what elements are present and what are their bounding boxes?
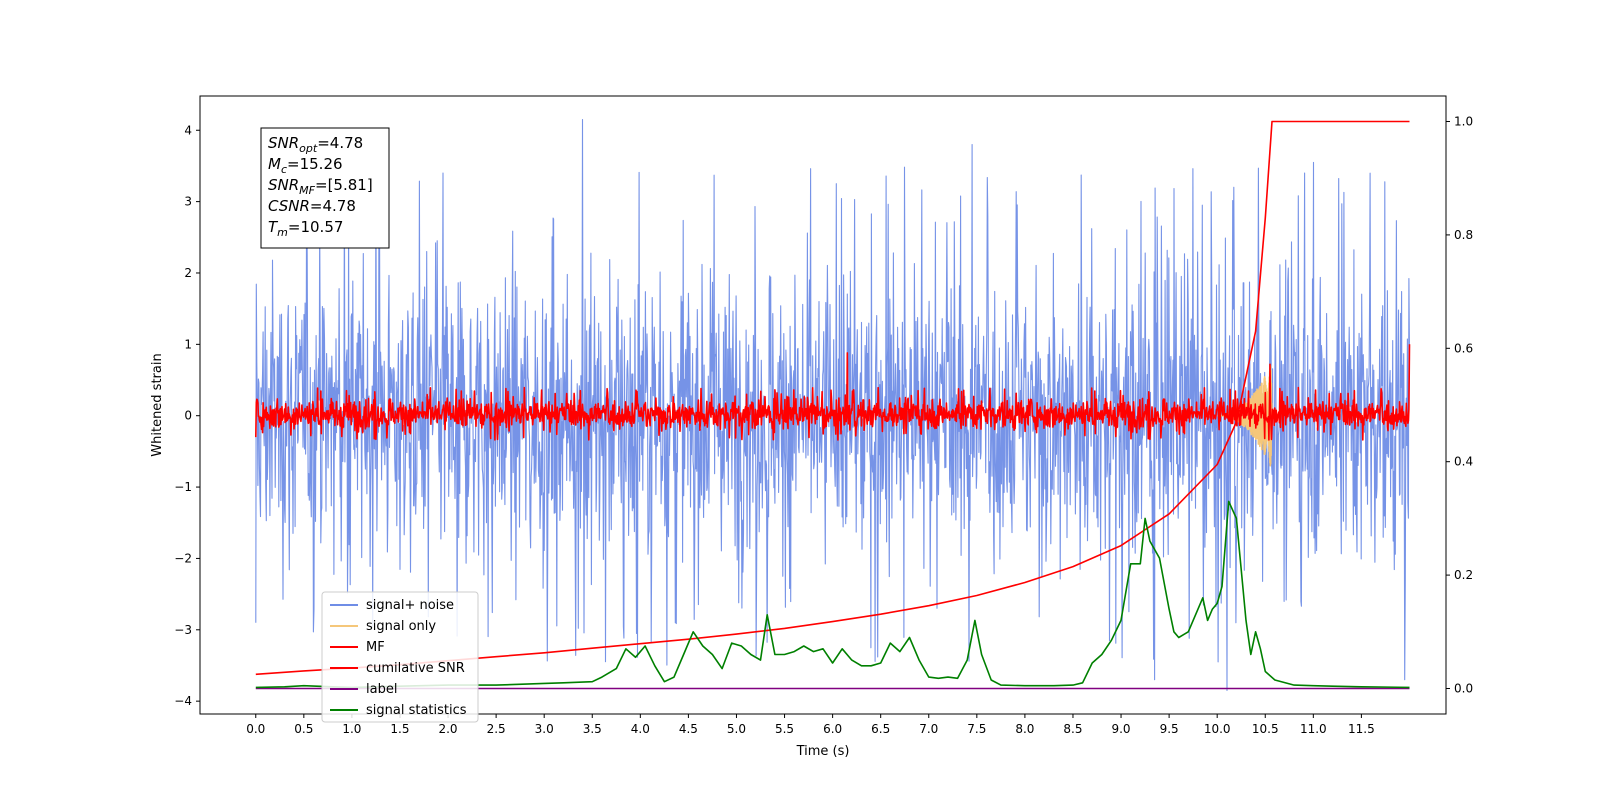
x-tick-label: 8.5 [1063,722,1082,736]
y-right-tick-label: 0.4 [1454,455,1473,469]
annotation-box: SNRopt=4.78Mc=15.26SNRMF=[5.81]CSNR=4.78… [260,127,390,249]
x-tick-label: 10.0 [1204,722,1231,736]
y-left-tick-label: 1 [184,337,192,351]
y-right-tick-label: 0.8 [1454,228,1473,242]
x-tick-label: 11.0 [1300,722,1327,736]
y-left-tick-label: −4 [174,694,192,708]
annotation-var: M [268,155,281,173]
annotation-frame [260,127,390,249]
legend: signal+ noise signal only MF cumilative SNR… [321,591,479,723]
x-tick-label: 7.5 [967,722,986,736]
annotation-line: Mc=15.26 [268,155,343,176]
x-tick-label: 8.0 [1015,722,1034,736]
legend-label: label [366,682,397,697]
annotation-value: =15.26 [287,155,343,173]
annotation-var: T [268,218,279,236]
legend-label: signal only [366,619,436,634]
series-line-2 [255,344,1411,441]
y-right-tick-label: 0.0 [1454,681,1473,695]
x-tick-label: 0.0 [246,722,265,736]
x-tick-label: 10.5 [1252,722,1279,736]
legend-label: cumilative SNR [366,661,465,676]
annotation-var: SNR [268,134,299,152]
x-tick-label: 4.0 [631,722,650,736]
y-left-tick-label: −2 [174,551,192,565]
axes-layer: 0.0 0.5 1.0 1.5 2.0 2.5 3.0 3.5 4.0 4.5 5.0 5.5 6.0 6… [174,115,1473,736]
y-left-tick-label: 0 [184,409,192,423]
legend-label: signal statistics [366,703,467,718]
y-axis-label: Whitened strain [150,353,165,456]
x-tick-label: 3.0 [535,722,554,736]
annotation-line: CSNR=4.78 [268,197,356,215]
y-right-tick-label: 1.0 [1454,115,1473,129]
x-tick-label: 2.5 [487,722,506,736]
legend-label: MF [366,640,385,655]
annotation-value: =4.78 [317,134,363,152]
x-tick-label: 6.5 [871,722,890,736]
annotation-sub: opt [299,142,318,155]
legend-label: signal+ noise [366,598,454,613]
y-left-tick-label: 3 [184,195,192,209]
x-tick-label: 1.5 [390,722,409,736]
x-tick-label: 3.5 [583,722,602,736]
x-tick-label: 9.5 [1160,722,1179,736]
annotation-value: =4.78 [310,197,356,215]
y-right-tick-label: 0.6 [1454,341,1473,355]
x-axis-label: Time (s) [796,744,850,759]
y-left-tick-label: −1 [174,480,192,494]
series-line-3 [255,120,1410,676]
y-right-tick-label: 0.2 [1454,568,1473,582]
annotation-sub: MF [299,184,315,197]
y-left-tick-label: 4 [184,123,192,137]
x-tick-label: 0.5 [294,722,313,736]
y-left-tick-label: −3 [174,623,192,637]
annotation-var: SNR [268,176,299,194]
series-line-5 [255,500,1410,689]
x-tick-label: 2.0 [438,722,457,736]
x-tick-label: 9.0 [1111,722,1130,736]
legend-frame [321,591,479,723]
x-tick-label: 4.5 [679,722,698,736]
x-tick-label: 1.0 [342,722,361,736]
x-tick-label: 6.0 [823,722,842,736]
annotation-sub: m [277,226,288,239]
x-tick-label: 5.5 [775,722,794,736]
x-tick-label: 11.5 [1348,722,1375,736]
annotation-value: =[5.81] [315,176,373,194]
annotation-sub: c [281,163,287,176]
annotation-line: SNRopt=4.78 [268,134,363,155]
annotation-line: SNRMF=[5.81] [268,176,373,197]
x-tick-label: 7.0 [919,722,938,736]
annotation-line: Tm=10.57 [268,218,343,239]
y-left-tick-label: 2 [184,266,192,280]
annotation-value: =10.57 [288,218,344,236]
series-line-0 [255,118,1411,692]
x-tick-label: 5.0 [727,722,746,736]
annotation-var: CSNR [268,197,310,215]
plot-area-frame [199,95,1447,715]
